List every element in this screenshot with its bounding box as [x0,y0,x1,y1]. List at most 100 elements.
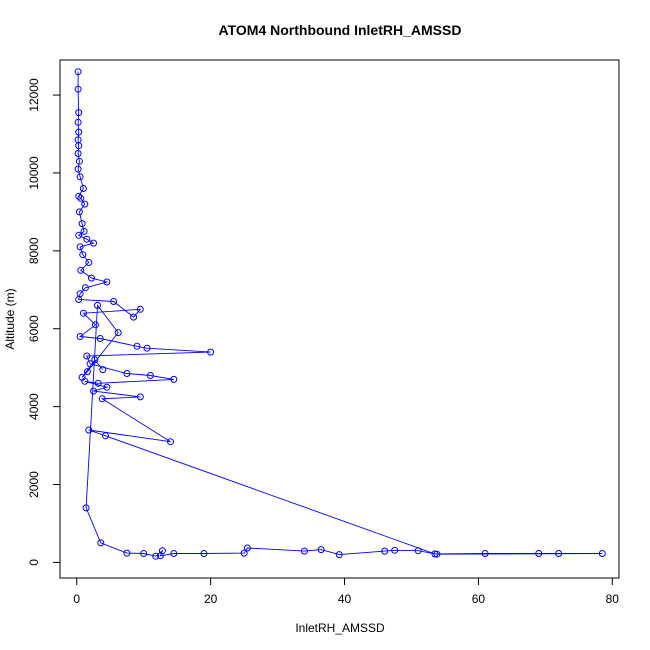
data-point [555,550,563,557]
data-point [152,552,160,560]
data-point [102,432,109,440]
data-point [110,298,118,305]
data-point [80,227,88,235]
data-point [77,266,85,274]
data-point [97,539,105,547]
data-point [317,546,325,554]
x-axis-label: InletRH_AMSSD [295,621,385,635]
data-point [83,352,91,360]
data-point [79,309,87,317]
data-point [103,383,111,391]
data-point [481,550,489,557]
x-tick-label: 60 [472,592,486,606]
data-point [75,128,83,136]
y-tick-label: 8000 [27,237,41,264]
data-point [74,85,82,93]
data-point [381,547,389,555]
y-tick-label: 6000 [27,315,41,342]
data-point [74,150,82,157]
x-tick-label: 80 [606,592,620,606]
y-axis: 0 2000 4000 6000 8000 10000 12000 [27,78,61,566]
points-layer [74,68,606,560]
data-point [130,313,138,321]
y-tick-label: 12000 [27,78,41,112]
data-point [170,550,178,557]
data-point [76,333,84,340]
data-point [146,372,154,379]
data-point [414,547,422,555]
data-point [96,335,104,342]
data-point [240,549,248,557]
data-point [81,284,89,292]
data-point [83,235,91,243]
data-point [136,305,144,313]
data-point [75,192,83,200]
plot-frame [59,59,620,579]
series-line [77,71,603,557]
x-tick-label: 0 [73,592,80,606]
data-point [158,547,166,555]
data-point [335,551,343,559]
y-tick-label: 4000 [27,393,41,420]
data-point [75,208,83,216]
data-point [74,118,82,126]
data-point [535,550,543,557]
y-axis-label: Altitude (m) [3,288,17,349]
y-tick-label: 0 [27,559,41,566]
data-point [75,231,83,239]
data-point [98,395,106,403]
data-point [136,393,144,401]
data-point [167,438,174,446]
data-point [114,329,122,337]
data-point [77,194,85,202]
data-point [99,366,107,374]
data-point [207,348,215,356]
data-point [83,368,91,376]
data-point [94,301,101,309]
series-layer [77,71,603,557]
data-point [300,547,308,555]
x-tick-label: 20 [204,592,218,606]
chart-title: ATOM4 Northbound InletRH_AMSSD [219,22,462,38]
data-point [74,68,82,76]
data-point [433,550,441,558]
data-point [92,321,99,329]
data-point [90,387,97,395]
data-point [598,550,606,557]
data-point [123,370,131,377]
data-point [76,173,84,181]
data-point [81,200,89,208]
data-point [88,274,95,282]
data-point [90,239,97,247]
y-tick-label: 10000 [27,156,41,190]
data-point [86,360,94,368]
data-point [85,259,93,266]
data-point [243,544,251,552]
x-tick-label: 40 [338,592,352,606]
data-point [79,185,87,192]
data-point [78,220,86,228]
data-point [200,550,208,557]
data-point [75,157,83,165]
data-point [82,504,90,512]
data-point [123,549,131,557]
data-point [76,243,84,251]
data-point [94,379,102,387]
data-point [79,251,87,259]
data-point [75,142,83,150]
x-axis: 0 20 40 60 80 [73,577,620,606]
y-tick-label: 2000 [27,471,41,498]
data-point [75,109,83,117]
data-point [103,278,111,286]
data-point [143,344,151,352]
data-point [391,546,399,554]
data-point [85,426,93,434]
data-point [78,373,86,381]
data-point [133,342,141,350]
data-point [74,165,82,173]
data-point [170,375,178,383]
data-point [91,356,99,364]
data-point [140,550,148,557]
data-point [75,296,83,303]
